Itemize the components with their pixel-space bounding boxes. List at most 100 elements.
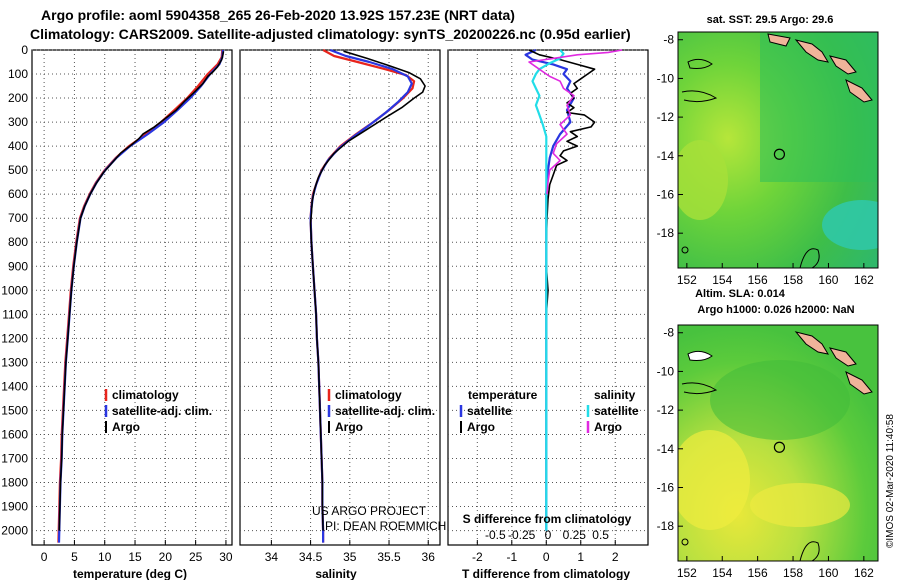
- sst-warm-patch: [678, 140, 728, 220]
- depth-tick-label: 900: [8, 259, 28, 273]
- island-shape: [828, 55, 857, 75]
- island-shape: [794, 331, 830, 355]
- legend-satellite-label: satellite-adj. clim.: [335, 404, 435, 418]
- x-tick-label: 0: [543, 550, 550, 564]
- x-tick-label: 35.5: [377, 550, 401, 564]
- series-line-argo: [58, 51, 225, 531]
- depth-tick-label: 1900: [1, 500, 28, 514]
- depth-tick-label: 1600: [1, 427, 28, 441]
- depth-tick-label: 2000: [1, 524, 28, 538]
- series-line-argo: [309, 50, 426, 531]
- legend-climatology-label: climatology: [112, 388, 179, 402]
- island-shape: [828, 347, 857, 367]
- x-tick-label: 0: [41, 550, 48, 564]
- sla-high-patch: [678, 430, 750, 530]
- lat-tick-label: -8: [663, 33, 674, 47]
- legend-argo-label: Argo: [112, 420, 140, 434]
- island-shape: [845, 371, 873, 395]
- depth-tick-label: 100: [8, 67, 28, 81]
- lon-tick-label: 156: [748, 273, 768, 287]
- x-tick-label: 1: [577, 550, 584, 564]
- depth-tick-label: 1200: [1, 331, 28, 345]
- sla-low-patch: [710, 360, 850, 440]
- sst-map-frame: [677, 31, 879, 269]
- x-tick-label: -2: [472, 550, 483, 564]
- sst-cool-patch: [822, 200, 878, 250]
- temperature-tick-labels: 0 5 10 15 20 25 30: [41, 550, 233, 564]
- difference-s-tick-labels: -0.5 -0.25 0 0.25 0.5: [485, 528, 609, 542]
- x-tick-label: -1: [506, 550, 517, 564]
- legend-salinity-heading: salinity: [594, 388, 636, 402]
- sla-lon-ticks: 152 154 156 158 160 162: [677, 556, 874, 580]
- depth-tick-label: 1700: [1, 451, 28, 465]
- depth-tick-label: 0: [21, 43, 28, 57]
- contour-line: [687, 350, 713, 361]
- salinity-panel: 34 34.5 35 35.5 36 salinity climatology sate…: [239, 48, 446, 580]
- lon-tick-label: 160: [818, 273, 838, 287]
- legend-climatology-label: climatology: [335, 388, 402, 402]
- x-tick-label: 36: [422, 550, 436, 564]
- series-line-t-argo: [528, 49, 596, 339]
- figure-title-line2: Climatology: CARS2009. Satellite-adjuste…: [30, 26, 631, 42]
- x-tick-label: 34: [265, 550, 279, 564]
- timestamp-credit: ©IMOS 02-Mar-2020 11:40:58: [885, 414, 896, 548]
- x-tick-label: 20: [159, 550, 173, 564]
- difference-series: [524, 49, 623, 531]
- difference-legend: temperature salinity satellite Argo sate…: [459, 388, 639, 434]
- s-tick-label: 0.25: [563, 528, 587, 542]
- depth-tick-labels: 0 100 200 300 400 500 600 700 800 900 1000 1100 1200…: [1, 43, 28, 538]
- x-tick-label: 5: [71, 550, 78, 564]
- contour-line: [799, 541, 820, 561]
- lon-tick-label: 156: [748, 566, 768, 580]
- depth-tick-label: 300: [8, 115, 28, 129]
- x-tick-label: 25: [189, 550, 203, 564]
- sst-map-title: sat. SST: 29.5 Argo: 29.6: [707, 14, 834, 26]
- depth-tick-label: 1800: [1, 476, 28, 490]
- sla-high-patch: [750, 483, 850, 527]
- lon-tick-label: 162: [854, 566, 874, 580]
- lon-tick-label: 158: [783, 273, 803, 287]
- sla-map-frame: [677, 324, 879, 562]
- contour-line: [687, 58, 713, 69]
- figure-title-line1: Argo profile: aoml 5904358_265 26-Feb-20…: [41, 7, 515, 23]
- difference-panel: -2 -1 0 1 2 -0.5 -0.25 0 0.25 0.5 T difference f…: [447, 49, 649, 580]
- small-island-marker: [681, 246, 689, 254]
- credit-project: US ARGO PROJECT: [312, 504, 427, 518]
- s-tick-label: -0.5: [485, 528, 506, 542]
- sst-lat-ticks: -8 -10 -12 -14 -16 -18: [657, 33, 683, 240]
- legend-t-argo-label: Argo: [467, 420, 495, 434]
- depth-tick-label: 600: [8, 187, 28, 201]
- lat-tick-label: -18: [657, 226, 675, 240]
- contour-line: [681, 90, 718, 103]
- lon-tick-label: 154: [712, 273, 732, 287]
- temperature-grid: [32, 49, 232, 545]
- difference-s-xlabel: S difference from climatology: [463, 512, 632, 526]
- legend-s-satellite-label: satellite: [594, 404, 639, 418]
- lat-tick-label: -8: [663, 326, 674, 340]
- lat-tick-label: -10: [657, 364, 675, 378]
- lon-tick-label: 158: [783, 566, 803, 580]
- salinity-tick-labels: 34 34.5 35 35.5 36: [265, 550, 436, 564]
- depth-tick-label: 1400: [1, 379, 28, 393]
- depth-tick-label: 500: [8, 163, 28, 177]
- x-tick-label: 30: [219, 550, 233, 564]
- s-tick-label: -0.25: [508, 528, 536, 542]
- small-island-marker: [681, 538, 689, 546]
- x-tick-label: 34.5: [299, 550, 323, 564]
- depth-tick-label: 1500: [1, 403, 28, 417]
- legend-argo-label: Argo: [335, 420, 363, 434]
- argo-location-marker: [773, 148, 786, 160]
- island-shape: [845, 79, 873, 103]
- island-shape: [767, 33, 791, 47]
- s-tick-label: 0: [545, 528, 552, 542]
- temperature-axes-frame: [31, 49, 233, 546]
- sst-map-panel: sat. SST: 29.5 Argo: 29.6 152 154 156 158 16…: [657, 14, 879, 287]
- sla-map-title2: Argo h1000: 0.026 h2000: NaN: [697, 304, 854, 316]
- lat-tick-label: -14: [657, 149, 675, 163]
- lat-tick-label: -10: [657, 71, 675, 85]
- depth-tick-label: 1100: [2, 307, 28, 321]
- lon-tick-label: 152: [677, 566, 697, 580]
- lat-tick-label: -16: [657, 480, 675, 494]
- sla-map-title1: Altim. SLA: 0.014: [695, 288, 786, 300]
